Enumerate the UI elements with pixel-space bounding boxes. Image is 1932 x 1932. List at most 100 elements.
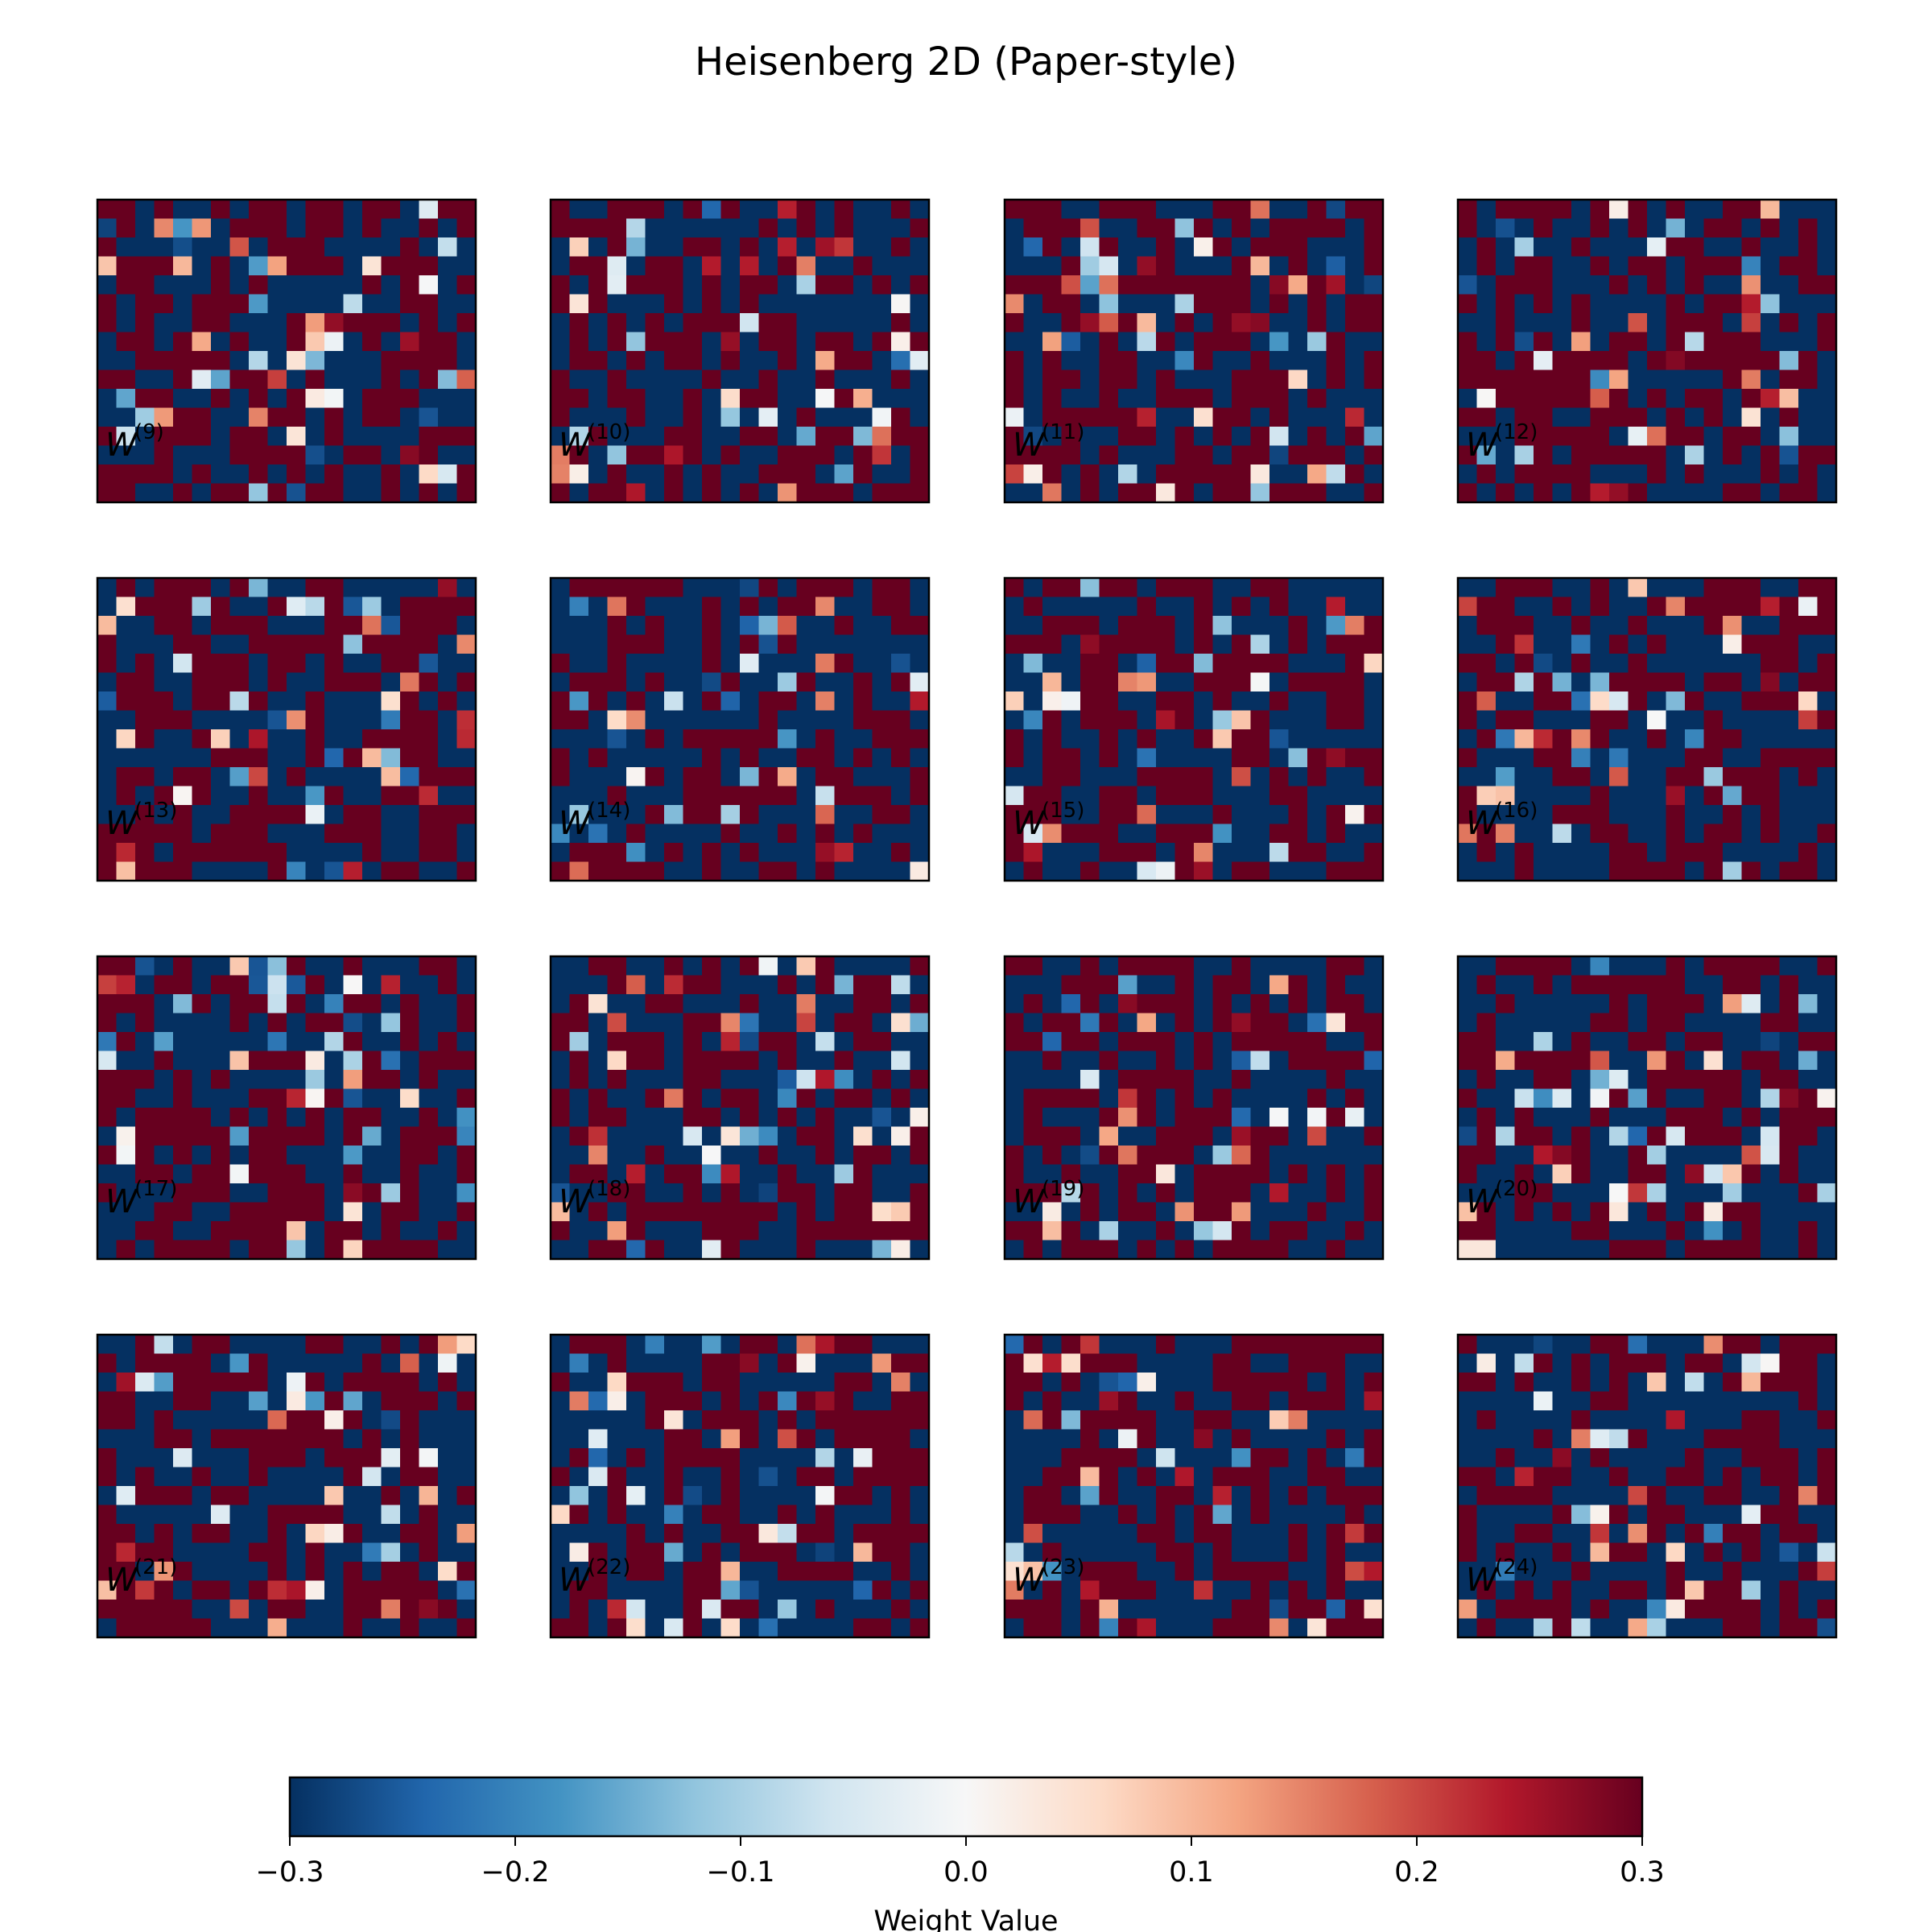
heatmap-cell — [1458, 1126, 1478, 1146]
heatmap-cell — [438, 805, 458, 825]
heatmap-cell — [1250, 1335, 1270, 1355]
heatmap-cell — [910, 786, 930, 806]
heatmap-cell — [1288, 710, 1308, 730]
heatmap-cell — [154, 1580, 174, 1600]
heatmap-cell — [1703, 332, 1724, 352]
heatmap-cell — [1212, 294, 1232, 314]
heatmap-cell — [1212, 843, 1232, 863]
heatmap-cell — [192, 483, 212, 503]
heatmap-cell — [607, 407, 627, 427]
heatmap-cell — [249, 578, 269, 598]
heatmap-cell — [1307, 369, 1327, 390]
heatmap-cell — [1628, 275, 1648, 295]
heatmap-cell — [1174, 1600, 1195, 1620]
heatmap-cell — [796, 861, 816, 881]
heatmap-cell — [1232, 1126, 1252, 1146]
heatmap-cell — [1609, 1108, 1629, 1128]
heatmap-cell — [740, 313, 760, 333]
heatmap-cell — [778, 351, 798, 371]
heatmap-cell — [1761, 729, 1781, 749]
heatmap-cell — [740, 1221, 760, 1241]
heatmap-cell — [1590, 407, 1610, 427]
heatmap-cell — [287, 994, 307, 1014]
heatmap-cell — [1023, 407, 1043, 427]
heatmap-cell — [1496, 1032, 1516, 1052]
heatmap-cell — [1042, 313, 1063, 333]
heatmap-cell — [456, 445, 477, 465]
heatmap-cell — [664, 956, 684, 976]
heatmap-cell — [1080, 294, 1100, 314]
heatmap-cell — [1042, 654, 1063, 674]
heatmap-cell — [834, 1410, 854, 1430]
heatmap-cell — [853, 748, 873, 768]
heatmap-cell — [1288, 1448, 1308, 1468]
heatmap-cell — [1534, 597, 1554, 617]
heatmap-cell — [1685, 1202, 1705, 1222]
heatmap-cell — [249, 407, 269, 427]
heatmap-cell — [853, 256, 873, 276]
heatmap-cell — [1137, 1618, 1157, 1638]
heatmap-cell — [1042, 861, 1063, 881]
heatmap-cell — [758, 1051, 778, 1071]
heatmap-cell — [135, 256, 155, 276]
heatmap-cell — [456, 767, 477, 787]
heatmap-cell — [853, 1524, 873, 1544]
heatmap-cell — [419, 1202, 439, 1222]
heatmap-cell — [305, 994, 325, 1014]
heatmap-cell — [1307, 843, 1327, 863]
heatmap-cell — [1269, 445, 1290, 465]
heatmap-cell — [1137, 427, 1157, 447]
heatmap-cell — [1779, 672, 1799, 692]
heatmap-cell — [1741, 237, 1761, 258]
heatmap-cell — [1156, 710, 1176, 730]
heatmap-cell — [702, 351, 722, 371]
heatmap-cell — [1761, 1070, 1781, 1090]
heatmap-cell — [1779, 1183, 1799, 1203]
heatmap-cell — [1326, 1353, 1346, 1373]
heatmap-cell — [607, 427, 627, 447]
heatmap-cell — [1647, 1429, 1667, 1449]
heatmap-cell — [551, 1524, 571, 1544]
heatmap-cell — [891, 1429, 911, 1449]
heatmap-cell — [664, 407, 684, 427]
heatmap-cell — [400, 256, 420, 276]
heatmap-cell — [569, 616, 589, 636]
heatmap-cell — [796, 1032, 816, 1052]
heatmap-cell — [229, 1240, 250, 1260]
heatmap-cell — [1232, 256, 1252, 276]
heatmap-cell — [1042, 1542, 1063, 1563]
heatmap-cell — [607, 1164, 627, 1184]
heatmap-cell — [815, 1542, 836, 1563]
heatmap-cell — [551, 994, 571, 1014]
heatmap-cell — [853, 994, 873, 1014]
heatmap-cell — [1552, 407, 1572, 427]
heatmap-cell — [1232, 200, 1252, 220]
heatmap-cell — [173, 672, 193, 692]
heatmap-cell — [702, 313, 722, 333]
heatmap-cell — [569, 1580, 589, 1600]
heatmap-cell — [1817, 313, 1837, 333]
heatmap-cell — [1269, 407, 1290, 427]
heatmap-cell — [1476, 748, 1496, 768]
heatmap-cell — [1326, 389, 1346, 409]
heatmap-cell — [1534, 218, 1554, 238]
heatmap-cell — [683, 445, 703, 465]
heatmap-cell — [1061, 1088, 1081, 1108]
heatmap-cell — [1061, 654, 1081, 674]
heatmap-cell — [305, 1070, 325, 1090]
heatmap-cell — [287, 1467, 307, 1487]
heatmap-cell — [1723, 332, 1743, 352]
heatmap-cell — [1779, 1146, 1799, 1166]
heatmap-cell — [1232, 1524, 1252, 1544]
heatmap-cell — [702, 994, 722, 1014]
heatmap-cell — [267, 1335, 287, 1355]
heatmap-cell — [607, 1013, 627, 1033]
heatmap-cell — [645, 1108, 665, 1128]
heatmap-cell — [683, 237, 703, 258]
heatmap-cell — [1137, 672, 1157, 692]
heatmap-cell — [569, 294, 589, 314]
heatmap-cell — [324, 1467, 345, 1487]
heatmap-cell — [626, 1580, 646, 1600]
heatmap-cell — [1174, 861, 1195, 881]
heatmap-cell — [1023, 464, 1043, 485]
